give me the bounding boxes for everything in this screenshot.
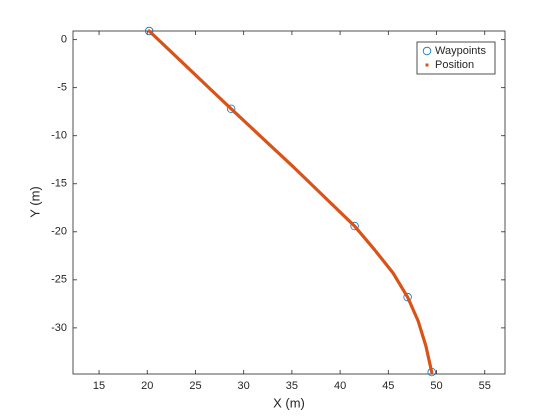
plot-box [72,30,506,375]
x-tick-label: 25 [189,380,201,392]
waypoint [350,221,359,231]
x-tick-label: 50 [430,380,442,392]
legend-box [416,41,496,75]
y-tick-label: -10 [51,130,67,142]
legend-label: Position [435,59,474,71]
x-tick-label: 20 [141,380,153,392]
waypoint [144,26,154,36]
y-tick-label: -5 [57,82,67,94]
x-tick-label: 55 [479,380,491,392]
legend-marker [425,63,429,67]
legend-label: Waypoints [435,45,486,57]
y-tick-label: -15 [51,178,67,190]
y-tick-label: -30 [51,322,67,334]
x-tick-label: 35 [286,380,298,392]
waypoint [226,104,236,114]
x-tick-label: 30 [238,380,250,392]
x-tick-label: 40 [334,380,346,392]
legend-marker [422,46,432,56]
position-trace [147,29,434,374]
y-tick-label: 0 [61,34,67,46]
x-tick-label: 45 [382,380,394,392]
y-tick-label: -20 [51,226,67,238]
y-axis-label: Y (m) [27,186,42,218]
x-tick-label: 15 [93,380,105,392]
x-axis-label: X (m) [273,395,305,410]
y-tick-label: -25 [51,274,67,286]
